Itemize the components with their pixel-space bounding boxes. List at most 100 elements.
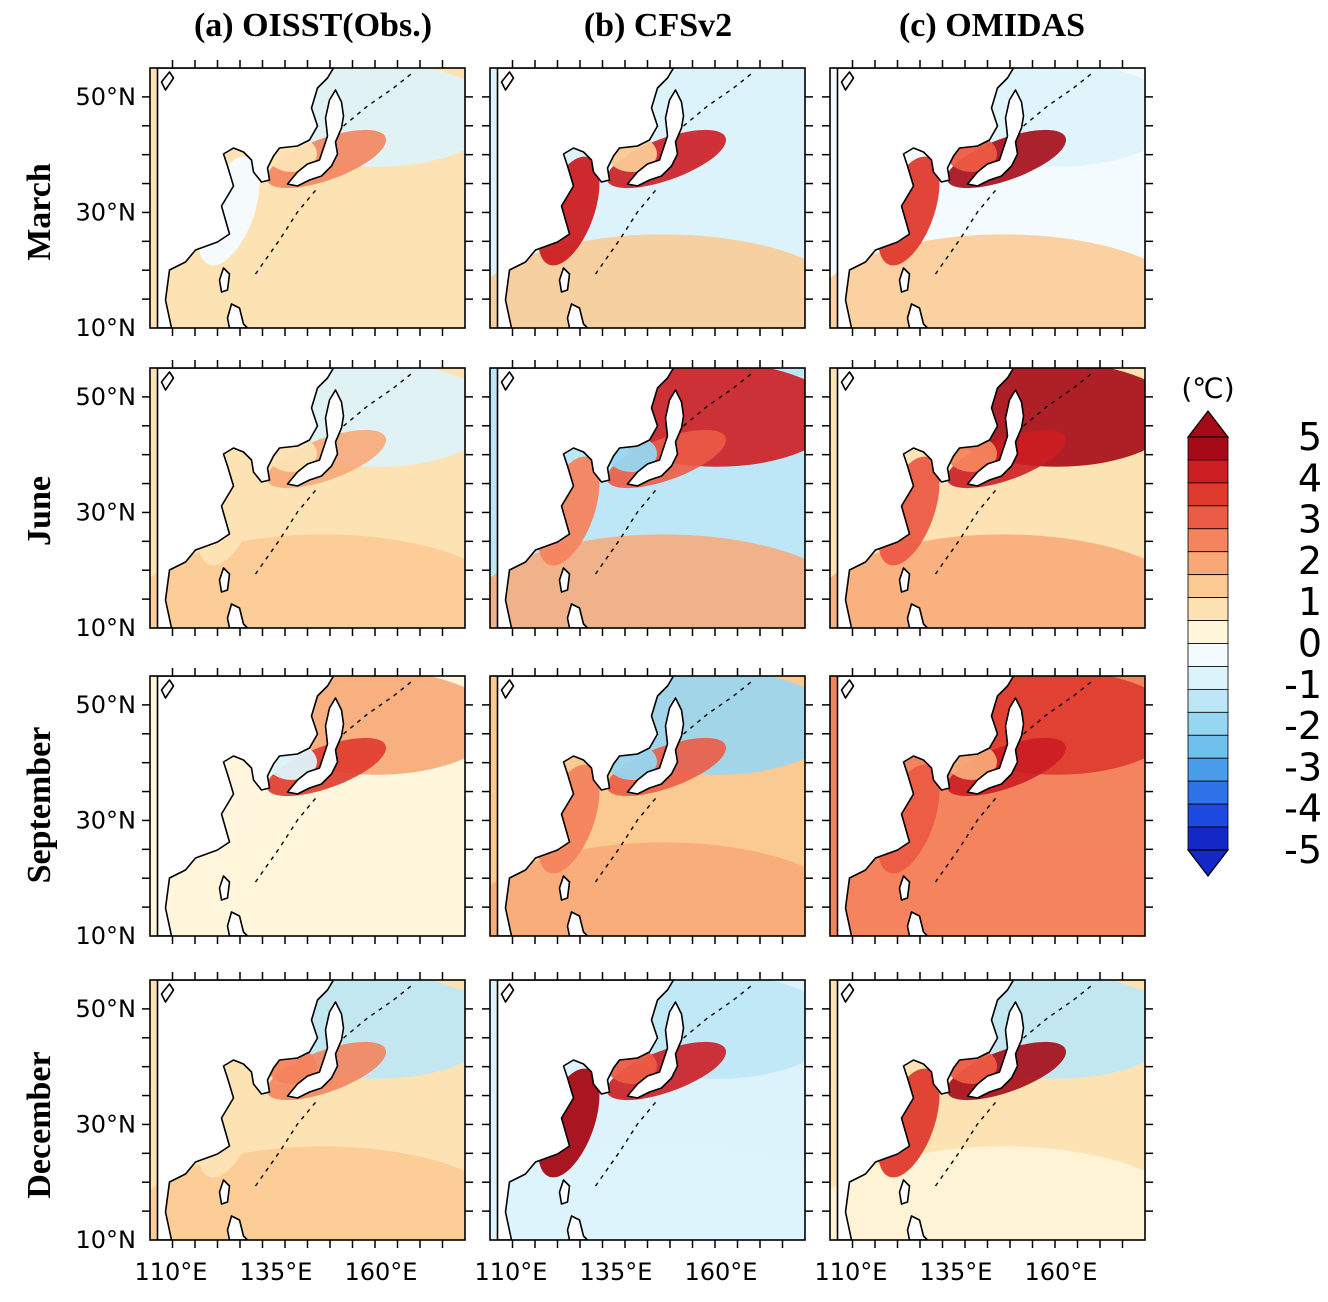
colorbar-label: 0 xyxy=(1298,622,1322,666)
colorbar-min-arrow xyxy=(1186,849,1230,877)
lon-tick-label: 110°E xyxy=(135,1258,208,1286)
map-panel-b-december xyxy=(482,972,813,1248)
panel-ticks xyxy=(482,668,813,944)
anomaly-field xyxy=(830,368,1145,628)
row-titles: March June September December xyxy=(21,163,58,1198)
row-title-december: December xyxy=(21,1051,58,1198)
colorbar-swatch xyxy=(1187,780,1229,805)
map-panel-c-september xyxy=(822,668,1153,944)
anomaly-field xyxy=(150,68,465,328)
column-title-b: (b) CFSv2 xyxy=(584,7,732,44)
colorbar-label: 5 xyxy=(1298,415,1322,459)
panel-ticks xyxy=(822,668,1153,944)
map-panel-b-june xyxy=(482,360,813,636)
colorbar-swatch xyxy=(1187,734,1229,759)
colorbar-unit: (℃) xyxy=(1181,372,1234,405)
map-panel-a-december xyxy=(142,972,473,1248)
colorbar-swatch xyxy=(1187,459,1229,484)
lon-tick-label: 160°E xyxy=(345,1258,418,1286)
anomaly-field xyxy=(490,68,805,328)
lon-tick-label: 160°E xyxy=(1025,1258,1098,1286)
panel-ticks xyxy=(822,972,1153,1248)
panel-ticks xyxy=(142,360,473,636)
colorbar-swatch xyxy=(1187,688,1229,713)
anomaly-field xyxy=(150,980,465,1240)
anomaly-field xyxy=(490,368,805,628)
column-title-c: (c) OMIDAS xyxy=(899,7,1085,44)
lat-tick-label: 50°N xyxy=(76,995,137,1023)
column-title-a: (a) OISST(Obs.) xyxy=(194,7,432,44)
panel-ticks xyxy=(482,60,813,336)
anomaly-field xyxy=(150,368,465,628)
panel-ticks xyxy=(822,360,1153,636)
colorbar-label: -3 xyxy=(1284,745,1322,789)
colorbar-label: 1 xyxy=(1298,580,1322,624)
panel-ticks xyxy=(822,60,1153,336)
colorbar-swatch xyxy=(1187,711,1229,736)
map-panels xyxy=(142,60,1153,1248)
colorbar-label: -5 xyxy=(1284,828,1322,872)
row-title-june: June xyxy=(21,476,58,546)
panel-ticks xyxy=(142,972,473,1248)
colorbar-swatch xyxy=(1187,528,1229,553)
colorbar-swatch xyxy=(1187,436,1229,461)
colorbar-max-arrow xyxy=(1186,410,1230,438)
colorbar-label: 2 xyxy=(1298,539,1322,583)
map-panel-a-june xyxy=(142,360,473,636)
colorbar-swatch xyxy=(1187,757,1229,782)
lon-tick-label: 135°E xyxy=(580,1258,653,1286)
map-panel-c-december xyxy=(822,972,1153,1248)
colorbar-swatch xyxy=(1187,505,1229,530)
axis-labels: 10°N 30°N 50°N 10°N 30°N 50°N 10°N 30°N 50°N 10°N… xyxy=(76,83,1098,1286)
lat-tick-label: 10°N xyxy=(76,922,137,950)
colorbar-label: -4 xyxy=(1284,787,1322,831)
panel-ticks xyxy=(482,360,813,636)
colorbar-label: 3 xyxy=(1298,498,1322,542)
column-titles: (a) OISST(Obs.) (b) CFSv2 (c) OMIDAS xyxy=(194,7,1085,44)
lon-tick-label: 110°E xyxy=(815,1258,888,1286)
map-panel-c-march xyxy=(822,60,1153,336)
anomaly-field xyxy=(490,676,805,936)
anomaly-field xyxy=(830,676,1145,936)
lat-tick-label: 10°N xyxy=(76,314,137,342)
colorbar-swatch xyxy=(1187,574,1229,599)
colorbar-label: -1 xyxy=(1284,663,1322,707)
colorbar-swatch xyxy=(1187,597,1229,621)
colorbar-swatch xyxy=(1187,803,1229,828)
map-panel-c-june xyxy=(822,360,1153,636)
anomaly-field xyxy=(490,980,805,1240)
lat-tick-label: 50°N xyxy=(76,383,137,411)
map-panel-a-september xyxy=(142,668,473,944)
colorbar-swatch xyxy=(1187,666,1229,690)
colorbar-swatch xyxy=(1187,620,1229,644)
map-panel-b-march xyxy=(482,60,813,336)
colorbar-swatch xyxy=(1187,826,1229,851)
lat-tick-label: 30°N xyxy=(76,198,137,226)
colorbar-swatch xyxy=(1187,482,1229,507)
lon-tick-label: 110°E xyxy=(475,1258,548,1286)
colorbar-swatch xyxy=(1187,551,1229,576)
colorbar-label: 4 xyxy=(1298,456,1322,500)
anomaly-field xyxy=(830,68,1145,328)
colorbar-swatch xyxy=(1187,643,1229,667)
map-panel-a-march xyxy=(142,60,473,336)
lat-tick-label: 30°N xyxy=(76,1110,137,1138)
lat-tick-label: 10°N xyxy=(76,1226,137,1254)
map-panel-b-september xyxy=(482,668,813,944)
row-title-september: September xyxy=(21,727,58,884)
anomaly-field xyxy=(150,676,465,936)
anomaly-field xyxy=(830,980,1145,1240)
panel-ticks xyxy=(142,60,473,336)
lat-tick-label: 50°N xyxy=(76,691,137,719)
lon-tick-label: 135°E xyxy=(240,1258,313,1286)
lon-tick-label: 160°E xyxy=(685,1258,758,1286)
row-title-march: March xyxy=(21,163,58,261)
panel-ticks xyxy=(482,972,813,1248)
lat-tick-label: 30°N xyxy=(76,806,137,834)
lat-tick-label: 30°N xyxy=(76,498,137,526)
lat-tick-label: 50°N xyxy=(76,83,137,111)
lon-tick-label: 135°E xyxy=(920,1258,993,1286)
colorbar-label: -2 xyxy=(1284,704,1322,748)
